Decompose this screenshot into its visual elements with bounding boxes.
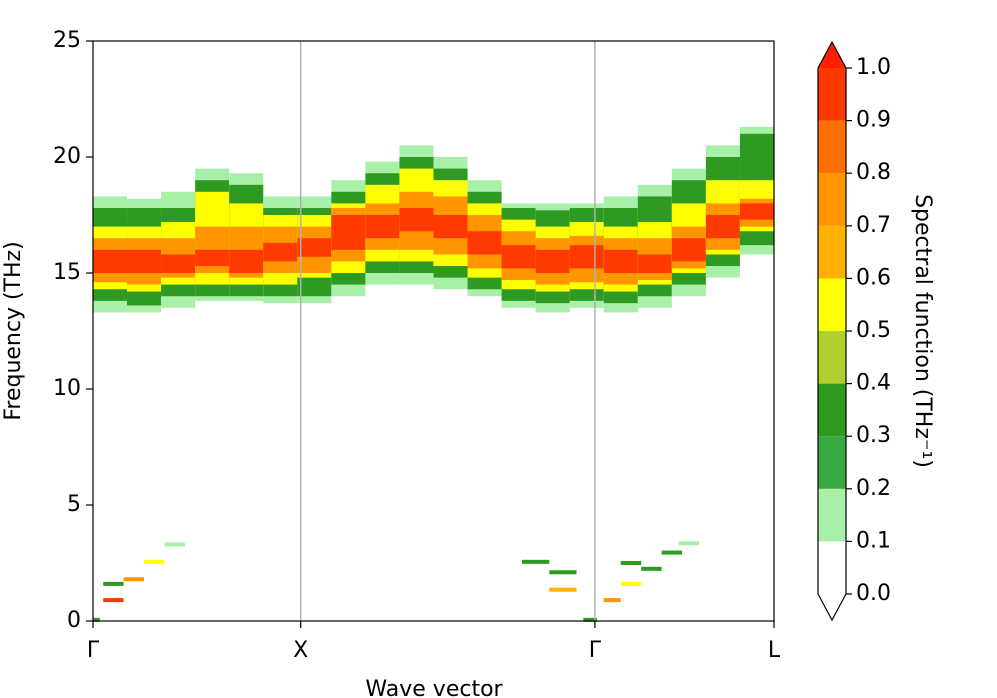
- plot-frame: [92, 40, 775, 622]
- colorbar-tick-label: 0.0: [856, 581, 891, 606]
- acoustic-segment: [620, 581, 642, 586]
- acoustic-segment: [661, 550, 683, 555]
- spectral-cell: [535, 249, 570, 273]
- colorbar-segment: [818, 278, 846, 331]
- spectral-cell: [671, 238, 706, 262]
- spectral-cell: [433, 215, 468, 239]
- spectral-cell: [195, 249, 230, 267]
- spectral-cell: [501, 245, 536, 269]
- acoustic-segment: [678, 541, 700, 546]
- colorbar-tick-label: 0.9: [856, 108, 891, 133]
- colorbar-tick-label: 0.3: [856, 423, 891, 448]
- colorbar-tick-label: 0.2: [856, 476, 891, 501]
- colorbar-tick-label: 1.0: [856, 55, 891, 80]
- spectral-cell: [127, 249, 162, 273]
- colorbar-segment: [818, 120, 846, 174]
- colorbar-over: [818, 42, 846, 68]
- y-tick-label: 5: [67, 492, 81, 517]
- acoustic-segment: [620, 561, 642, 565]
- spectral-cell: [297, 238, 332, 257]
- acoustic-segment: [583, 617, 597, 622]
- spectral-cell: [705, 215, 740, 239]
- y-tick-label: 20: [53, 144, 81, 169]
- spectral-cell: [467, 231, 502, 255]
- y-tick-label: 25: [53, 28, 81, 53]
- colorbar-under: [818, 594, 846, 620]
- spectral-cell: [637, 254, 672, 273]
- acoustic-segment: [103, 581, 124, 586]
- acoustic-segment: [93, 617, 100, 622]
- acoustic-segment: [164, 542, 185, 547]
- acoustic-segment: [522, 559, 550, 564]
- acoustic-segment: [549, 570, 577, 575]
- colorbar-segment: [818, 331, 846, 384]
- y-axis-label: Frequency (THz): [1, 241, 26, 420]
- spectral-cell: [603, 249, 638, 273]
- colorbar-segment: [818, 488, 846, 542]
- colorbar-tick-label: 0.6: [856, 265, 891, 290]
- x-tick-label: X: [293, 638, 308, 663]
- spectral-cell: [399, 208, 434, 232]
- x-tick-label: Γ: [589, 638, 602, 663]
- colorbar-segment: [818, 436, 846, 489]
- colorbar-segment: [818, 225, 846, 279]
- spectral-cell: [263, 242, 298, 262]
- spectral-cell: [93, 249, 128, 273]
- y-tick-label: 15: [53, 260, 81, 285]
- x-axis-label: Wave vector: [365, 677, 503, 698]
- colorbar-segment: [818, 541, 846, 594]
- spectral-cell: [365, 215, 400, 239]
- colorbar-tick-label: 0.8: [856, 160, 891, 185]
- x-tick-label: Γ: [87, 638, 100, 663]
- colorbar-tick-label: 0.5: [856, 318, 891, 343]
- acoustic-segment: [603, 598, 621, 603]
- colorbar-segment: [818, 68, 846, 121]
- acoustic-segment: [123, 577, 145, 582]
- spectral-cell: [229, 249, 264, 273]
- x-tick-label: L: [768, 638, 781, 663]
- y-tick-label: 0: [67, 608, 81, 633]
- spectral-cell: [739, 203, 774, 220]
- colorbar-segment: [818, 173, 846, 226]
- spectral-cell: [331, 215, 366, 250]
- colorbar-tick-label: 0.1: [856, 528, 891, 553]
- acoustic-segment: [549, 587, 577, 592]
- acoustic-segment: [103, 598, 124, 603]
- colorbar-label: Spectral function (THz⁻¹): [910, 194, 935, 468]
- colorbar-segment: [818, 383, 846, 437]
- colorbar-tick-label: 0.4: [856, 371, 891, 396]
- colorbar-tick-label: 0.7: [856, 213, 891, 238]
- spectral-cell: [569, 245, 604, 269]
- acoustic-segment: [641, 566, 662, 571]
- spectral-cell: [161, 254, 196, 273]
- acoustic-segment: [144, 559, 165, 564]
- y-tick-label: 10: [53, 376, 81, 401]
